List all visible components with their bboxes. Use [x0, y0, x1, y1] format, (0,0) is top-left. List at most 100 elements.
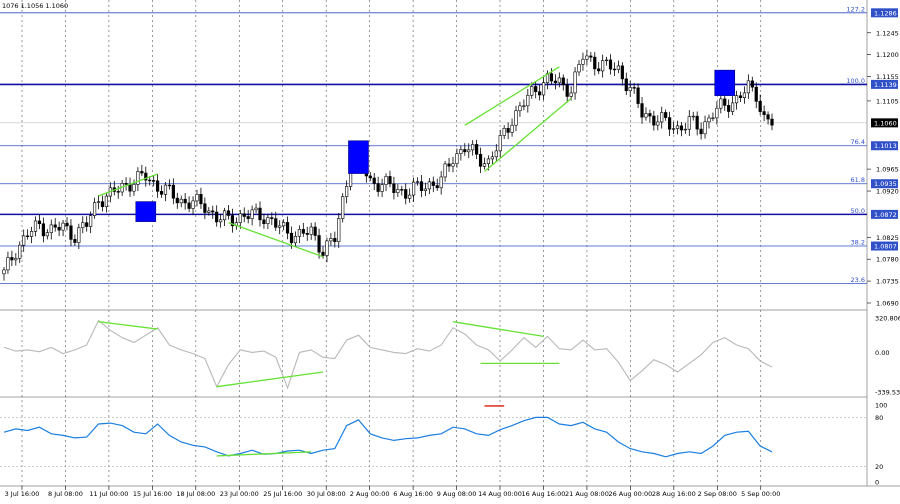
candle-body — [719, 98, 723, 109]
candle-body — [199, 193, 203, 205]
candle-body — [179, 198, 183, 204]
candle-body — [734, 95, 739, 104]
candle-body — [628, 87, 632, 92]
cci-tick-label: -339.532 — [875, 389, 900, 397]
candle-body — [762, 111, 766, 115]
candle-body — [695, 115, 699, 130]
candle-body — [207, 210, 211, 213]
candle-body — [317, 235, 321, 253]
candle-body — [557, 77, 561, 83]
candle-body — [687, 116, 691, 130]
y-tick-label: 1.0735 — [876, 278, 899, 286]
candle-body — [10, 257, 14, 261]
candle-body — [660, 112, 664, 123]
x-tick-label: 14 Aug 00:00 — [478, 490, 522, 498]
fib-percent-label: 50.0 — [851, 207, 865, 215]
candle-body — [61, 222, 65, 231]
rsi-series-line — [3, 416, 773, 458]
candle-body — [608, 59, 613, 70]
cci-series-line — [3, 319, 773, 390]
candle-body — [230, 215, 235, 227]
candle-body — [400, 189, 404, 191]
candle-body — [203, 203, 207, 213]
candle-body — [73, 239, 77, 243]
candle-body — [494, 150, 498, 158]
candle-body — [49, 224, 53, 233]
y-tick-label: 1.1200 — [876, 51, 899, 59]
candle-body — [711, 117, 715, 119]
candle-body — [427, 181, 431, 190]
candle-body — [750, 80, 754, 88]
candle-body — [333, 238, 337, 242]
candle-body — [683, 128, 687, 131]
candle-body — [475, 144, 479, 155]
candle-body — [211, 210, 215, 213]
candle-body — [671, 128, 676, 130]
candle-body — [691, 115, 695, 118]
y-tick-label: 1.0690 — [876, 300, 899, 308]
x-tick-label: 16 Aug 16:00 — [522, 490, 566, 498]
x-tick-label: 28 Aug 16:00 — [652, 490, 696, 498]
candle-body — [581, 58, 585, 65]
candle-body — [226, 210, 231, 216]
fib-percent-label: 23.6 — [851, 276, 865, 284]
candle-body — [435, 185, 439, 189]
candle-body — [467, 149, 471, 153]
candle-body — [100, 201, 105, 208]
candle-body — [325, 240, 329, 256]
candle-body — [577, 64, 581, 73]
candle-body — [636, 87, 640, 104]
candle-body — [679, 125, 684, 131]
candle-body — [376, 183, 380, 192]
candle-body — [597, 68, 601, 72]
candle-body — [604, 59, 609, 62]
y-tick-label: 1.0780 — [876, 256, 899, 264]
candle-body — [447, 163, 451, 167]
candle-body — [274, 218, 278, 228]
candle-body — [278, 225, 282, 228]
rsi-tick-label: 0 — [875, 479, 879, 487]
x-tick-label: 25 Jul 16:00 — [263, 490, 302, 498]
candle-body — [77, 227, 81, 243]
x-tick-label: 30 Jul 08:00 — [307, 490, 346, 498]
candle-body — [632, 87, 636, 89]
candle-body — [565, 84, 569, 97]
candle-body — [37, 220, 42, 225]
x-tick-label: 26 Aug 00:00 — [608, 490, 652, 498]
candle-body — [455, 153, 459, 164]
x-tick-label: 23 Jul 00:00 — [220, 490, 259, 498]
candle-body — [549, 73, 554, 82]
fib-price-label: 1.0872 — [874, 211, 897, 219]
candle-body — [490, 156, 494, 160]
candle-body — [289, 232, 294, 244]
candle-body — [486, 158, 491, 165]
candle-body — [183, 198, 187, 204]
x-tick-label: 3 Jul 16:00 — [5, 490, 40, 498]
candle-body — [396, 189, 400, 193]
candle-body — [553, 80, 557, 83]
candle-body — [652, 115, 656, 126]
candle-body — [593, 56, 597, 70]
candle-body — [624, 78, 628, 92]
candle-body — [163, 184, 168, 195]
x-tick-label: 2 Sep 08:00 — [698, 490, 737, 498]
candle-body — [415, 181, 420, 183]
x-tick-label: 2 Aug 00:00 — [350, 490, 390, 498]
fib-price-tag — [871, 179, 898, 189]
y-tick-label: 1.1155 — [876, 73, 899, 81]
candle-body — [585, 55, 589, 60]
candle-body — [18, 244, 22, 259]
candle-body — [451, 163, 455, 167]
fib-percent-label: 38.2 — [851, 239, 865, 247]
candle-body — [345, 186, 349, 197]
candle-body — [285, 222, 290, 234]
candle-body — [380, 184, 384, 192]
fib-price-tag — [871, 79, 898, 89]
candle-body — [156, 180, 160, 192]
x-tick-label: 6 Aug 16:00 — [393, 490, 433, 498]
candle-body — [26, 235, 30, 237]
candle-body — [478, 153, 483, 167]
candle-body — [664, 112, 668, 118]
